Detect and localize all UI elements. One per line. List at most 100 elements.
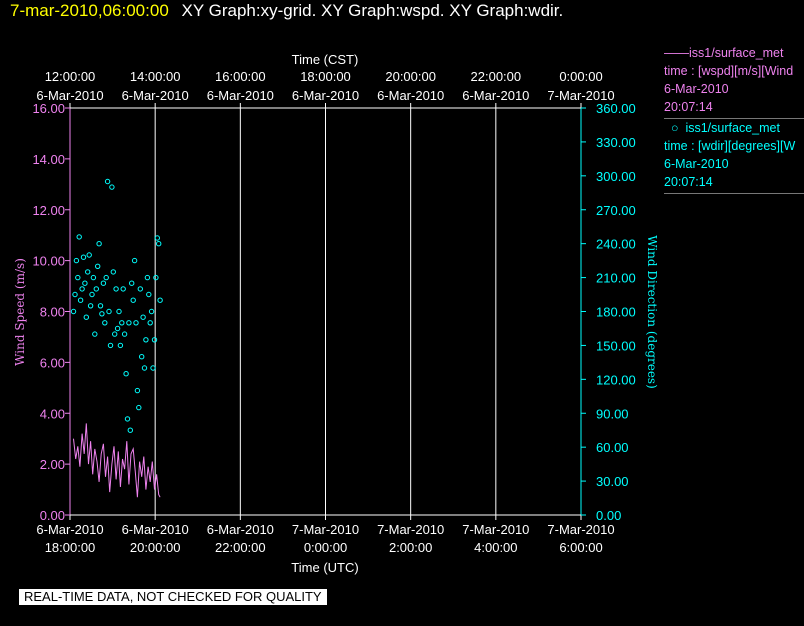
wind-direction-point xyxy=(133,320,139,326)
wind-direction-point xyxy=(80,254,87,260)
wind-direction-point xyxy=(75,274,81,281)
wind-direction-point xyxy=(73,257,80,264)
right-tick-label: 180.00 xyxy=(596,305,636,320)
wind-direction-point xyxy=(147,320,153,326)
top-tick-time: 12:00:00 xyxy=(45,69,96,84)
wind-direction-point xyxy=(72,291,78,298)
axes xyxy=(65,103,586,520)
wind-direction-point xyxy=(130,297,136,303)
wind-direction-point xyxy=(106,308,112,315)
bottom-tick-time: 2:00:00 xyxy=(389,540,432,555)
right-tick-label: 270.00 xyxy=(596,203,636,218)
legend-line-marker: —— xyxy=(664,46,689,60)
right-tick-label: 240.00 xyxy=(596,237,636,252)
wind-direction-point xyxy=(140,314,146,320)
bottom-tick-time: 4:00:00 xyxy=(474,540,517,555)
wind-direction-point xyxy=(79,286,85,292)
wind-direction-point xyxy=(127,427,134,433)
wind-direction-point xyxy=(112,331,118,337)
wind-direction-point xyxy=(129,280,135,286)
top-tick-time: 0:00:00 xyxy=(559,69,602,84)
legend-wdir-name: iss1/surface_met xyxy=(685,121,780,135)
wind-direction-point xyxy=(77,297,84,303)
bottom-tick-time: 18:00:00 xyxy=(45,540,96,555)
top-tick-time: 16:00:00 xyxy=(215,69,266,84)
legend-circle-marker: ○ xyxy=(664,121,686,135)
left-tick-label: 0.00 xyxy=(40,508,65,523)
wind-direction-point xyxy=(86,252,92,258)
bottom-tick-date: 6-Mar-2010 xyxy=(207,522,274,537)
top-tick-time: 18:00:00 xyxy=(300,69,351,84)
legend: ——iss1/surface_met time : [wspd][m/s][Wi… xyxy=(664,44,804,194)
bottom-axis-label: Time (UTC) xyxy=(291,560,358,575)
left-tick-label: 14.00 xyxy=(32,152,65,167)
wind-direction-point xyxy=(157,297,163,303)
right-tick-label: 120.00 xyxy=(596,372,636,387)
left-tick-label: 2.00 xyxy=(40,457,65,472)
bottom-tick-date: 7-Mar-2010 xyxy=(547,522,614,537)
top-tick-time: 20:00:00 xyxy=(385,69,436,84)
legend-wdir-date: 6-Mar-2010 xyxy=(664,157,729,171)
wind-direction-point xyxy=(120,286,126,292)
wind-direction-point xyxy=(119,320,125,326)
wind-direction-point xyxy=(82,280,88,286)
wind-direction-point xyxy=(153,274,159,281)
wind-direction-point xyxy=(93,286,100,292)
data-series xyxy=(70,178,163,498)
wind-direction-point xyxy=(102,320,108,326)
wind-direction-point xyxy=(139,354,145,360)
wind-direction-point xyxy=(124,416,131,422)
wind-direction-point xyxy=(143,337,149,343)
wind-direction-point xyxy=(137,286,144,292)
wind-direction-point xyxy=(76,234,82,240)
right-tick-label: 60.00 xyxy=(596,440,629,455)
right-tick-label: 330.00 xyxy=(596,135,636,150)
legend-wspd-var: time : [wspd][m/s][Wind xyxy=(664,64,794,78)
wind-direction-point xyxy=(100,280,107,286)
right-tick-label: 90.00 xyxy=(596,406,629,421)
bottom-tick-date: 6-Mar-2010 xyxy=(122,522,189,537)
top-tick-date: 6-Mar-2010 xyxy=(377,88,444,103)
legend-wspd-name: iss1/surface_met xyxy=(689,46,784,60)
wind-direction-point xyxy=(117,342,124,349)
vertical-grid xyxy=(154,108,497,515)
wind-direction-point xyxy=(70,308,77,315)
right-axis-label: Wind Direction (degrees) xyxy=(645,235,659,389)
wind-direction-point xyxy=(96,241,102,247)
left-tick-label: 6.00 xyxy=(40,355,65,370)
wind-direction-point xyxy=(154,235,161,241)
wind-direction-point xyxy=(90,274,97,281)
wind-direction-point xyxy=(104,178,111,185)
bottom-tick-time: 20:00:00 xyxy=(130,540,181,555)
wind-direction-point xyxy=(121,331,128,337)
top-tick-date: 7-Mar-2010 xyxy=(547,88,614,103)
legend-entry-wdir: ○ iss1/surface_met time : [wdir][degrees… xyxy=(664,119,804,194)
top-tick-time: 14:00:00 xyxy=(130,69,181,84)
right-tick-label: 360.00 xyxy=(596,101,636,116)
wind-direction-point xyxy=(156,241,162,247)
wind-direction-point xyxy=(95,263,101,269)
wind-direction-point xyxy=(136,404,142,411)
right-tick-label: 150.00 xyxy=(596,338,636,353)
wind-direction-point xyxy=(103,274,109,281)
legend-wspd-date: 6-Mar-2010 xyxy=(664,82,729,96)
wind-direction-point xyxy=(113,286,119,292)
wind-direction-point xyxy=(85,269,91,275)
header-title: XY Graph:xy-grid. XY Graph:wspd. XY Grap… xyxy=(181,1,564,20)
right-tick-label: 300.00 xyxy=(596,169,636,184)
wind-direction-point xyxy=(97,303,104,309)
wind-direction-point xyxy=(99,311,105,317)
right-tick-label: 30.00 xyxy=(596,474,629,489)
legend-entry-wspd: ——iss1/surface_met time : [wspd][m/s][Wi… xyxy=(664,44,804,119)
top-axis-label: Time (CST) xyxy=(292,52,359,67)
legend-wdir-var: time : [wdir][degrees][W xyxy=(664,139,796,153)
left-axis-label: Wind Speed (m/s) xyxy=(13,258,27,366)
wind-direction-point xyxy=(150,365,156,371)
bottom-tick-time: 0:00:00 xyxy=(304,540,347,555)
top-tick-date: 6-Mar-2010 xyxy=(462,88,529,103)
bottom-tick-date: 7-Mar-2010 xyxy=(462,522,529,537)
right-tick-label: 0.00 xyxy=(596,508,621,523)
top-tick-date: 6-Mar-2010 xyxy=(36,88,103,103)
bottom-tick-date: 6-Mar-2010 xyxy=(36,522,103,537)
